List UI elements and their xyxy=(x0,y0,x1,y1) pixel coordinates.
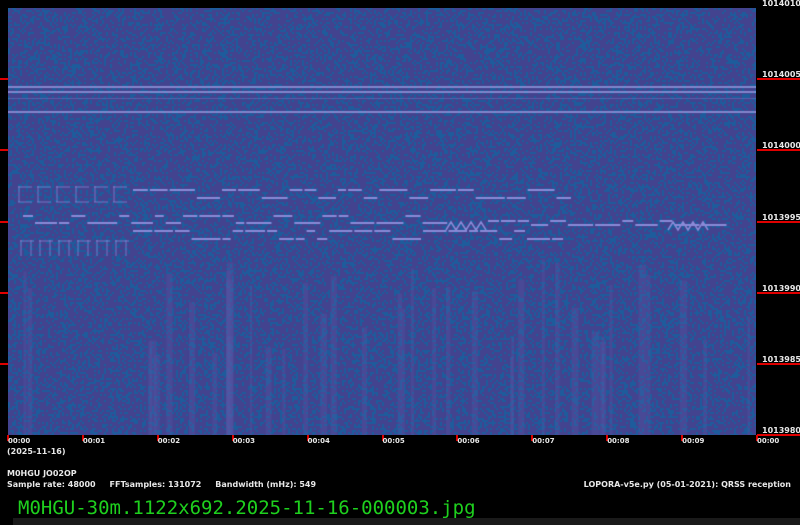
time-tick xyxy=(306,435,309,441)
frequency-gridline xyxy=(757,434,800,437)
filename-title: M0HGU-30m.1122x692.2025-11-16-000003.jpg xyxy=(18,497,476,519)
time-tick xyxy=(606,435,609,441)
frequency-gridline xyxy=(757,291,800,294)
time-label: 00:00 xyxy=(8,437,31,445)
frequency-gridline xyxy=(757,78,800,81)
time-tick xyxy=(381,435,384,441)
frequency-gridline xyxy=(757,363,800,365)
frequency-label: 10139850 xyxy=(762,355,800,364)
frequency-tick xyxy=(0,220,8,223)
frequency-tick xyxy=(0,291,8,294)
time-label: 00:04 xyxy=(307,437,330,445)
time-label: 00:01 xyxy=(82,437,106,445)
frequency-label: 10139950 xyxy=(762,212,800,222)
time-tick xyxy=(156,435,159,441)
station-label: M0HGU JO02OP xyxy=(7,469,77,478)
time-tick xyxy=(756,435,758,441)
frequency-gridline xyxy=(757,220,800,223)
frequency-gridline xyxy=(757,149,800,152)
time-tick xyxy=(231,435,234,441)
frequency-tick xyxy=(0,149,8,152)
time-tick xyxy=(456,435,459,441)
time-tick xyxy=(81,435,84,441)
frequency-label: 10140050 xyxy=(762,70,800,80)
time-tick xyxy=(7,435,9,441)
frequency-label: 10140000 xyxy=(762,141,800,151)
time-tick xyxy=(531,435,534,441)
software-label: LOPORA-v5e.py (05-01-2021): QRSS recepti… xyxy=(583,480,791,489)
time-label: 00:09 xyxy=(682,437,705,445)
frequency-tick xyxy=(0,363,8,365)
time-label: 00:05 xyxy=(382,437,405,445)
filename-bar xyxy=(13,518,800,525)
params-label: Sample rate: 48000 FFTsamples: 131072 Ba… xyxy=(7,480,317,489)
time-label: 00:02 xyxy=(157,437,181,445)
time-label: 00:08 xyxy=(607,437,630,445)
time-label: 00:03 xyxy=(232,437,255,445)
frequency-tick xyxy=(0,78,8,81)
frequency-label: 10140100 xyxy=(762,0,800,8)
time-label: 00:00 xyxy=(757,437,780,445)
date-label: (2025-11-16) xyxy=(7,447,66,456)
spectrogram-waterfall xyxy=(8,8,756,435)
time-label: 00:06 xyxy=(457,437,480,445)
time-label: 00:07 xyxy=(532,437,555,445)
frequency-label: 10139900 xyxy=(762,283,800,293)
time-tick xyxy=(681,435,684,441)
